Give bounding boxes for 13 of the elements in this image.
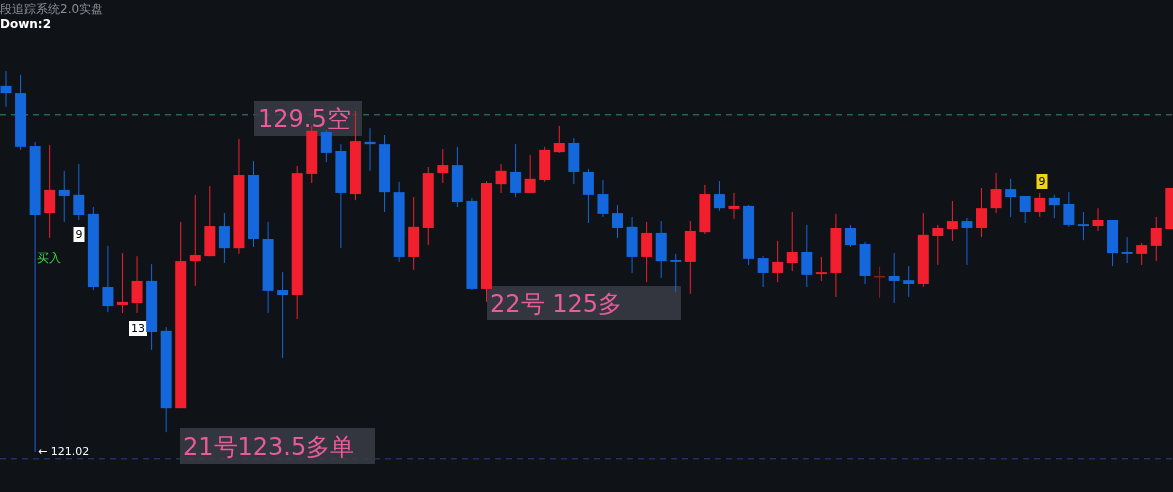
annotation: 129.5空: [254, 101, 362, 136]
annotation: 13: [129, 321, 147, 336]
annotation: 9: [1036, 174, 1048, 189]
annotation: 买入: [37, 251, 61, 265]
annotation: 21号123.5多单: [183, 433, 355, 461]
annotation: 9: [73, 227, 85, 242]
chart-title: 段追踪系统2.0实盘: [0, 2, 104, 16]
annotation: 22号 125多: [487, 286, 681, 320]
annotation: 22号 125多: [490, 290, 622, 318]
annotation: 129.5空: [258, 105, 351, 133]
annotation: 21号123.5多单: [180, 428, 375, 464]
annotation: ← 121.02: [38, 445, 90, 458]
annotation: Down:2: [0, 17, 51, 31]
